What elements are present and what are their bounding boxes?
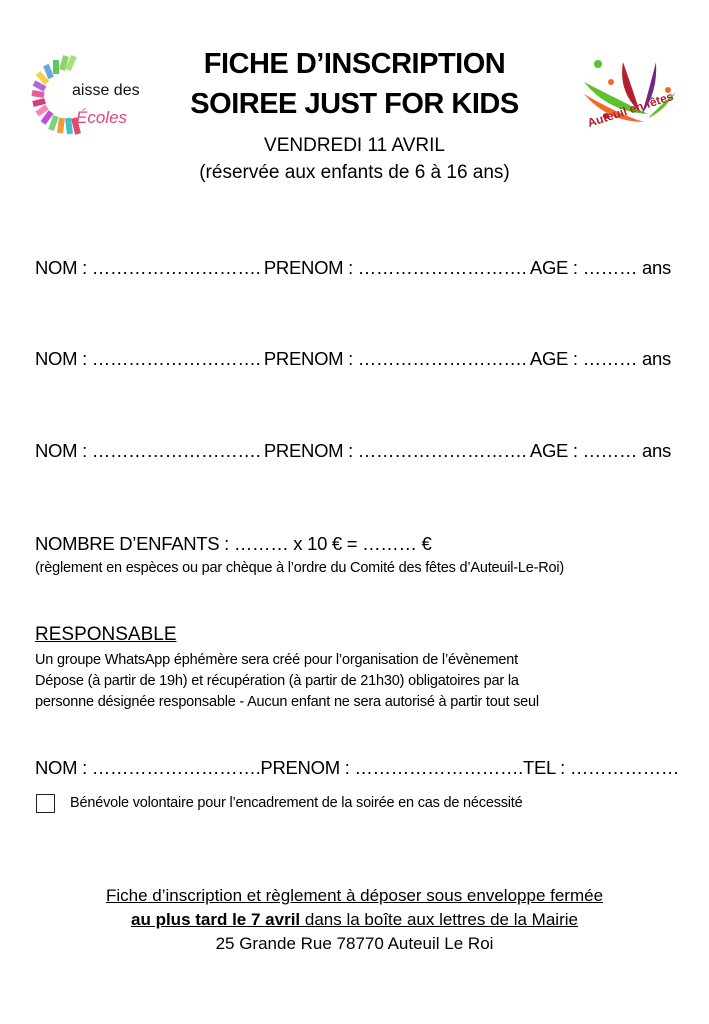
deadline: au plus tard le 7 avril xyxy=(131,910,301,929)
child-age-field[interactable]: AGE : ……… ans xyxy=(529,440,671,461)
responsable-tel-field[interactable]: TEL : ……………… xyxy=(522,757,680,778)
title-line-1: FICHE D’INSCRIPTION xyxy=(203,48,506,80)
child-row-3[interactable]: NOM : ………………………. PRENOM : ………………………. AGE… xyxy=(35,440,671,462)
volunteer-label: Bénévole volontaire pour l’encadrement d… xyxy=(70,795,523,811)
title-line-2: SOIREE JUST FOR KIDS xyxy=(190,88,519,120)
page-title: FICHE D’INSCRIPTION SOIREE JUST FOR KIDS xyxy=(0,44,709,124)
volunteer-checkbox[interactable] xyxy=(36,794,55,813)
child-age-field[interactable]: AGE : ……… ans xyxy=(529,257,671,278)
footer-text: Fiche d’inscription et règlement à dépos… xyxy=(105,886,604,905)
children-count-field[interactable]: NOMBRE D’ENFANTS : ……… x 10 € = ……… € xyxy=(35,533,432,554)
payment-note: (règlement en espèces ou par chèque à l’… xyxy=(35,560,565,576)
logo-text-line1: aisse des xyxy=(72,82,140,99)
child-prenom-field[interactable]: PRENOM : ………………………. xyxy=(263,257,527,278)
responsable-heading: RESPONSABLE xyxy=(35,624,177,645)
responsable-info: Un groupe WhatsApp éphémère sera créé po… xyxy=(35,650,539,713)
logo-text-line2: Écoles xyxy=(76,108,128,127)
pencil-circle-icon xyxy=(31,54,81,135)
mairie-address: 25 Grande Rue 78770 Auteuil Le Roi xyxy=(215,934,494,953)
info-line: Dépose (à partir de 19h) et récupération… xyxy=(35,673,519,689)
footer-text: dans la boîte aux lettres de la Mairie xyxy=(300,910,578,929)
auteuil-en-fetes-logo: Auteuil en fêtes xyxy=(578,52,684,142)
child-nom-field[interactable]: NOM : ………………………. xyxy=(35,440,261,461)
child-nom-field[interactable]: NOM : ………………………. xyxy=(35,257,261,278)
child-row-1[interactable]: NOM : ………………………. PRENOM : ………………………. AGE… xyxy=(35,257,671,279)
child-nom-field[interactable]: NOM : ………………………. xyxy=(35,348,261,369)
child-age-field[interactable]: AGE : ……… ans xyxy=(529,348,671,369)
responsable-nom-field[interactable]: NOM : ………………………. xyxy=(35,757,261,778)
caisse-des-ecoles-logo: aisse des Écoles xyxy=(30,50,150,140)
responsable-row[interactable]: NOM : ………………………. PRENOM : ………………………. TEL… xyxy=(35,757,679,779)
info-line: Un groupe WhatsApp éphémère sera créé po… xyxy=(35,652,518,668)
child-row-2[interactable]: NOM : ………………………. PRENOM : ………………………. AGE… xyxy=(35,348,671,370)
info-line: personne désignée responsable - Aucun en… xyxy=(35,694,539,710)
footer-line-1: Fiche d’inscription et règlement à dépos… xyxy=(0,884,709,908)
age-note: (réservée aux enfants de 6 à 16 ans) xyxy=(199,162,510,183)
footer-line-2: au plus tard le 7 avril dans la boîte au… xyxy=(0,908,709,932)
event-date: VENDREDI 11 AVRIL xyxy=(264,135,445,156)
festive-swirl-icon xyxy=(584,60,676,122)
child-prenom-field[interactable]: PRENOM : ………………………. xyxy=(263,440,527,461)
responsable-prenom-field[interactable]: PRENOM : ………………………. xyxy=(260,757,523,778)
child-prenom-field[interactable]: PRENOM : ………………………. xyxy=(263,348,527,369)
